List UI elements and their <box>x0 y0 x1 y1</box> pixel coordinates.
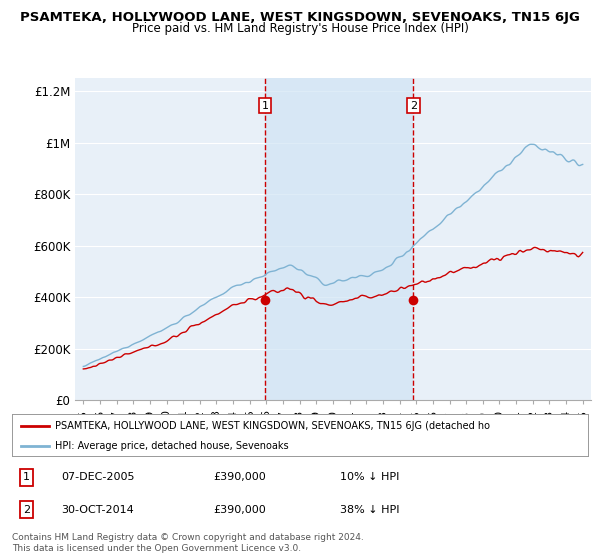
Text: HPI: Average price, detached house, Sevenoaks: HPI: Average price, detached house, Seve… <box>55 441 289 451</box>
Text: £390,000: £390,000 <box>214 473 266 482</box>
Text: 1: 1 <box>262 101 269 110</box>
Text: 2: 2 <box>410 101 417 110</box>
Text: 2: 2 <box>23 505 30 515</box>
Text: Contains HM Land Registry data © Crown copyright and database right 2024.
This d: Contains HM Land Registry data © Crown c… <box>12 533 364 553</box>
Text: PSAMTEKA, HOLLYWOOD LANE, WEST KINGSDOWN, SEVENOAKS, TN15 6JG: PSAMTEKA, HOLLYWOOD LANE, WEST KINGSDOWN… <box>20 11 580 24</box>
Text: 38% ↓ HPI: 38% ↓ HPI <box>340 505 400 515</box>
Text: 07-DEC-2005: 07-DEC-2005 <box>61 473 134 482</box>
Text: 1: 1 <box>23 473 30 482</box>
Text: 10% ↓ HPI: 10% ↓ HPI <box>340 473 400 482</box>
Text: 30-OCT-2014: 30-OCT-2014 <box>61 505 134 515</box>
Bar <box>265 78 413 400</box>
Text: PSAMTEKA, HOLLYWOOD LANE, WEST KINGSDOWN, SEVENOAKS, TN15 6JG (detached ho: PSAMTEKA, HOLLYWOOD LANE, WEST KINGSDOWN… <box>55 421 490 431</box>
Text: £390,000: £390,000 <box>214 505 266 515</box>
Text: Price paid vs. HM Land Registry's House Price Index (HPI): Price paid vs. HM Land Registry's House … <box>131 22 469 35</box>
